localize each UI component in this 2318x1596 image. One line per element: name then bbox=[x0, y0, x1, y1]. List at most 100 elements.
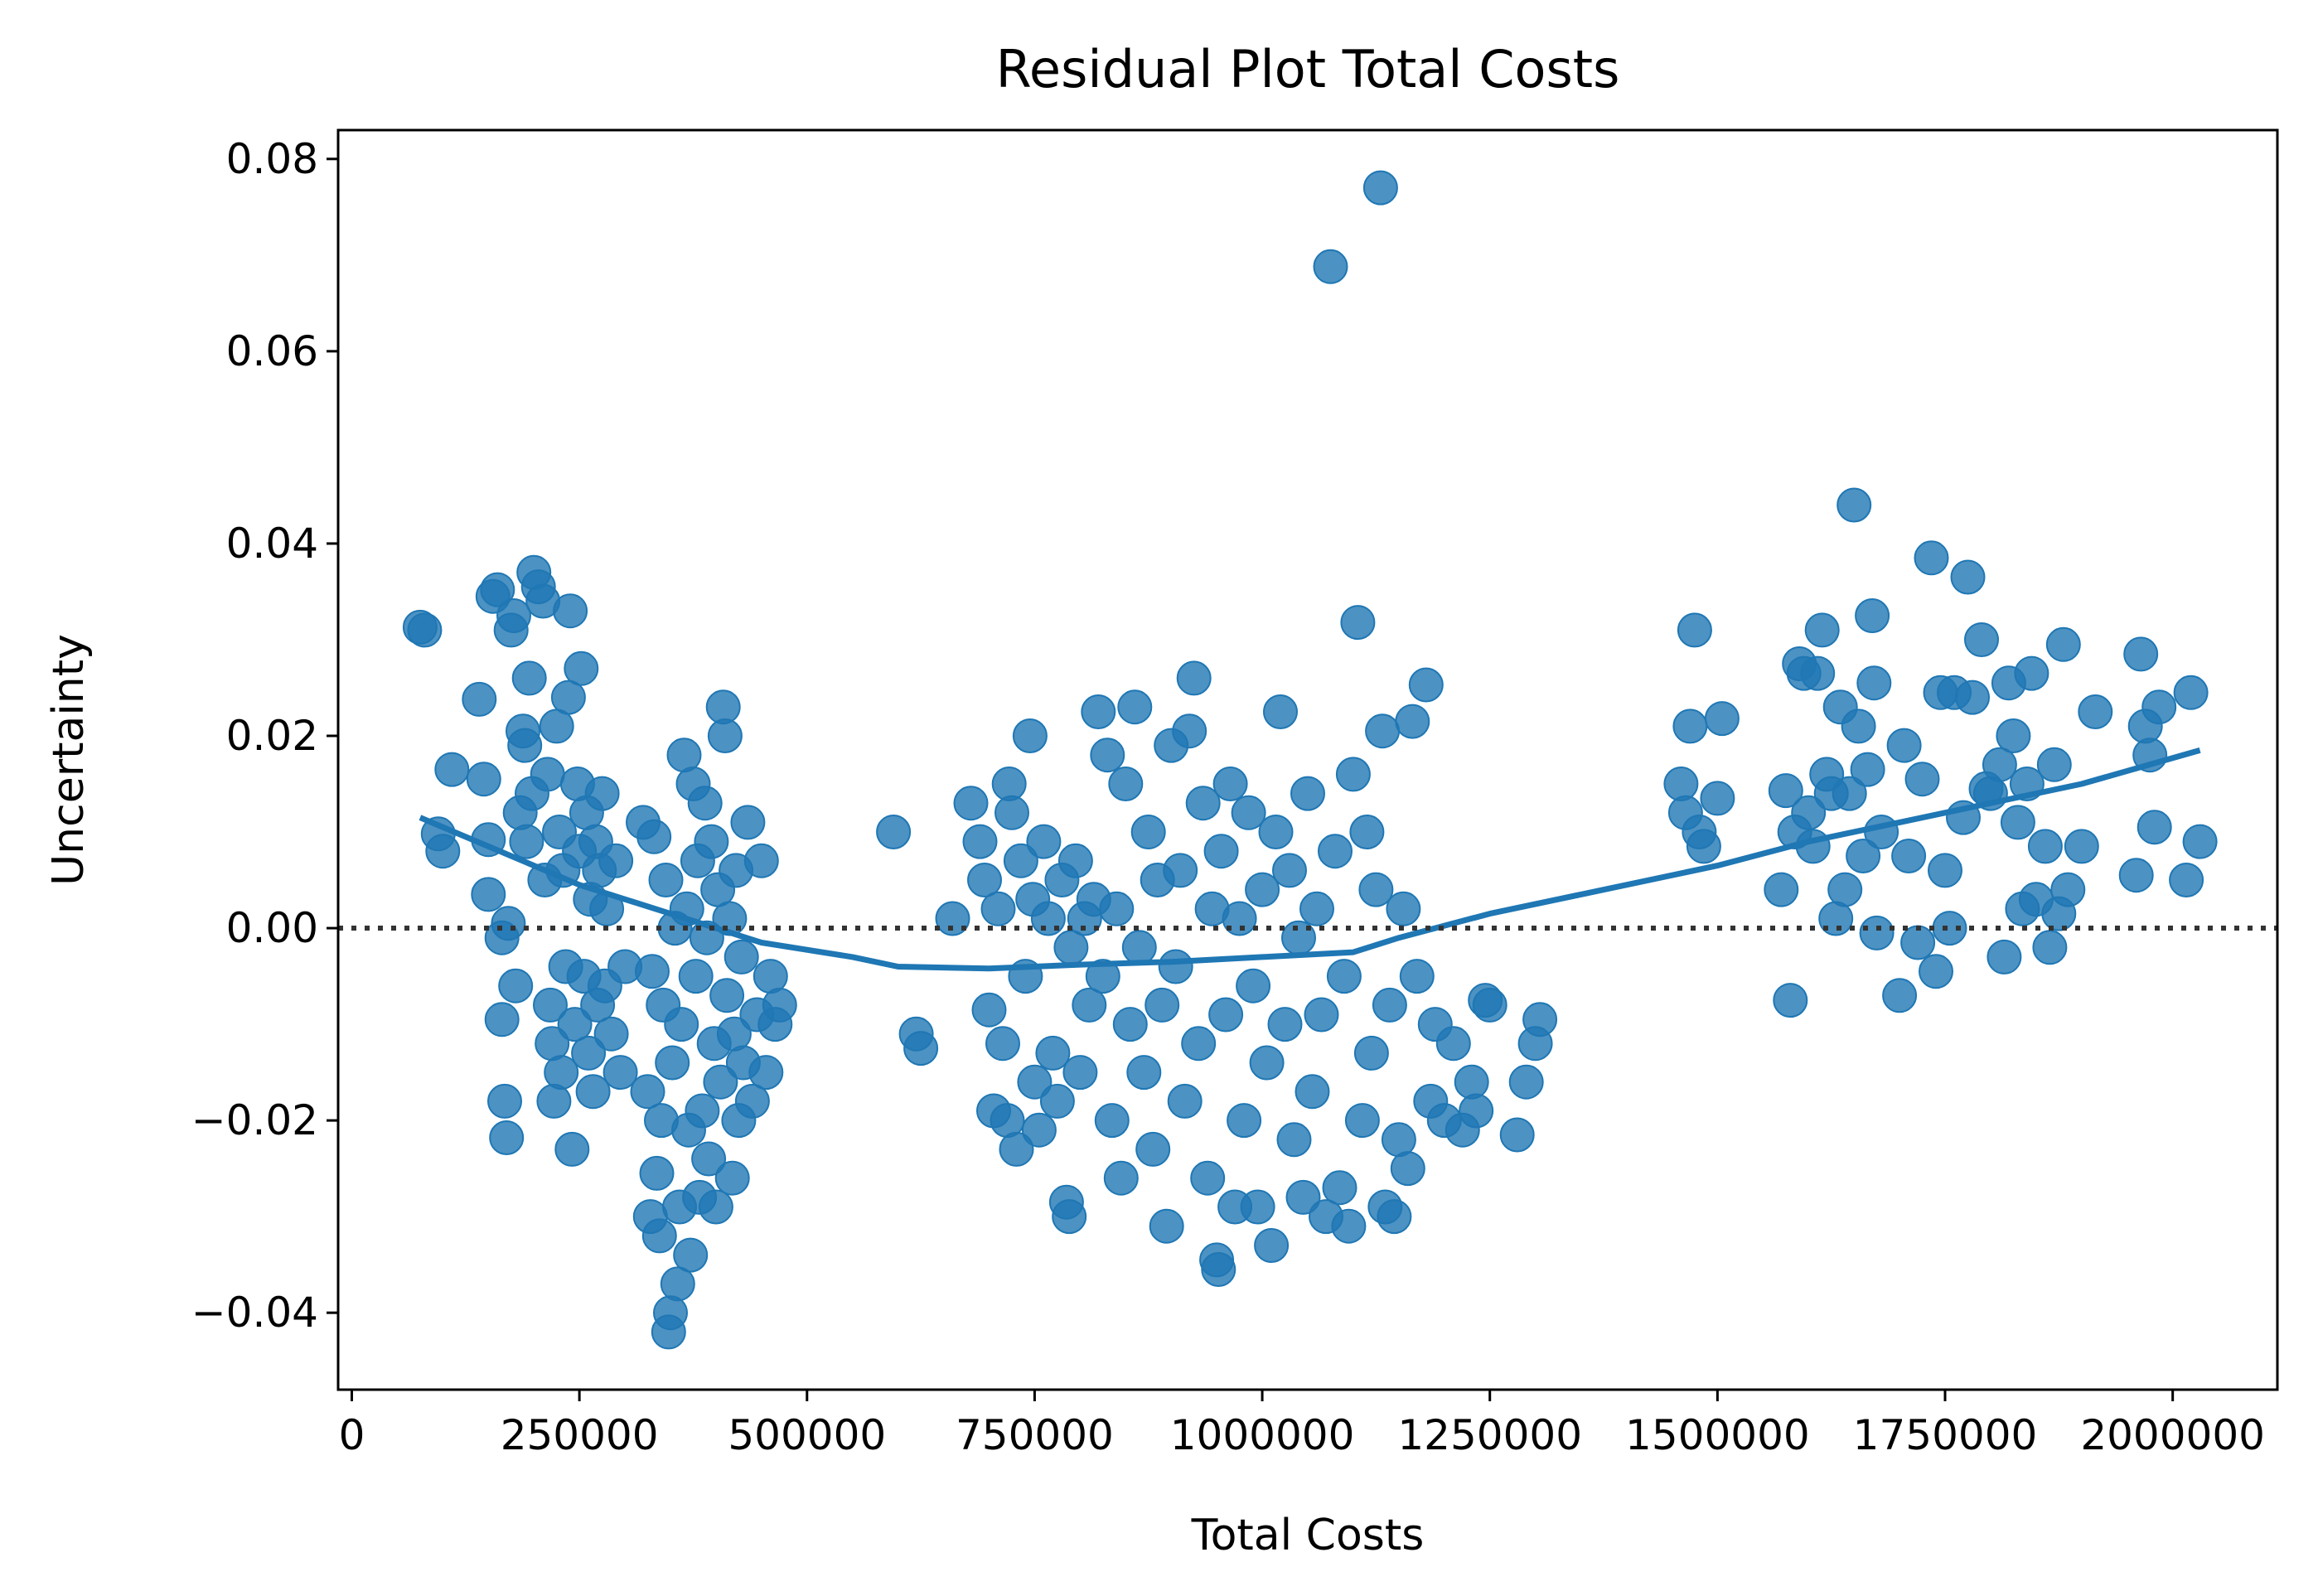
y-tick-label: −0.04 bbox=[191, 1289, 318, 1337]
scatter-point bbox=[1052, 1199, 1087, 1235]
scatter-point bbox=[544, 1055, 579, 1091]
scatter-point bbox=[762, 987, 797, 1023]
scatter-point bbox=[1201, 1252, 1236, 1287]
scatter-point bbox=[2050, 872, 2086, 907]
scatter-point bbox=[1508, 1064, 1544, 1100]
scatter-point bbox=[639, 1155, 675, 1191]
scatter-point bbox=[509, 824, 544, 859]
scatter-point bbox=[2027, 829, 2063, 864]
scatter-point bbox=[1827, 872, 1863, 907]
scatter-point bbox=[1290, 776, 1325, 811]
x-axis: 0 250000 500000 750000 1000000 1250000 1500000… bbox=[339, 1390, 2265, 1459]
scatter-point bbox=[876, 815, 912, 849]
scatter-point bbox=[1987, 939, 2022, 975]
scatter-point bbox=[1304, 997, 1339, 1033]
scatter-point bbox=[491, 906, 526, 941]
scatter-point bbox=[636, 819, 672, 854]
scatter-point bbox=[630, 1074, 665, 1110]
scatter-point bbox=[1240, 1189, 1275, 1225]
scatter-point bbox=[1832, 776, 1867, 811]
scatter-point bbox=[707, 718, 743, 753]
scatter-point bbox=[1099, 891, 1135, 926]
scatter-point bbox=[687, 786, 723, 821]
scatter-point bbox=[507, 728, 543, 763]
scatter-point bbox=[660, 1266, 695, 1302]
scatter-point bbox=[967, 863, 1002, 897]
scatter-point bbox=[1900, 925, 1936, 960]
scatter-point bbox=[1108, 767, 1144, 801]
x-tick-label: 1500000 bbox=[1625, 1411, 1810, 1459]
scatter-point bbox=[1919, 954, 1953, 989]
scatter-point bbox=[1158, 949, 1193, 984]
scatter-point bbox=[1773, 983, 1808, 1018]
scatter-point bbox=[648, 863, 684, 897]
scatter-point bbox=[1362, 170, 1398, 206]
scatter-point bbox=[2078, 694, 2113, 729]
scatter-point bbox=[575, 1074, 611, 1110]
scatter-point bbox=[1459, 1093, 1494, 1129]
scatter-point bbox=[1864, 815, 1899, 849]
scatter-point bbox=[1932, 911, 1967, 946]
scatter-point bbox=[1353, 1035, 1389, 1071]
scatter-point bbox=[550, 680, 586, 715]
scatter-point bbox=[2118, 858, 2154, 893]
scatter-point bbox=[1294, 1074, 1330, 1110]
scatter-point bbox=[1267, 1007, 1303, 1042]
scatter-point bbox=[1117, 689, 1153, 725]
scatter-point bbox=[480, 572, 515, 607]
scatter-point bbox=[1700, 781, 1735, 816]
scatter-point bbox=[1964, 622, 1999, 657]
scatter-point bbox=[1176, 660, 1212, 696]
scatter-point bbox=[2141, 689, 2177, 725]
scatter-point bbox=[1522, 1002, 1558, 1037]
scatter-point bbox=[743, 843, 779, 878]
scatter-point bbox=[1026, 824, 1062, 859]
scatter-point bbox=[1904, 762, 1940, 797]
scatter-point bbox=[1236, 968, 1271, 1004]
scatter-point bbox=[1285, 1179, 1321, 1215]
scatter-point bbox=[554, 1131, 590, 1167]
scatter-point bbox=[2137, 810, 2172, 845]
plot-area bbox=[338, 170, 2277, 1350]
scatter-point bbox=[1955, 680, 1990, 715]
scatter-point bbox=[1227, 1103, 1262, 1139]
scatter-point bbox=[709, 978, 745, 1013]
scatter-point bbox=[1335, 757, 1371, 792]
scatter-point bbox=[2000, 805, 2035, 840]
scatter-point bbox=[1381, 1122, 1416, 1158]
scatter-point bbox=[1677, 612, 1712, 648]
scatter-point bbox=[564, 650, 599, 686]
scatter-point bbox=[635, 954, 670, 989]
scatter-point bbox=[1057, 843, 1093, 878]
scatter-point bbox=[1012, 718, 1048, 753]
scatter-point bbox=[553, 593, 588, 629]
scatter-point bbox=[1499, 1117, 1535, 1153]
scatter-point bbox=[1891, 839, 1927, 873]
scatter-point bbox=[653, 1295, 688, 1331]
scatter-point bbox=[1408, 667, 1444, 703]
scatter-point bbox=[1249, 1045, 1285, 1081]
x-tick-label: 500000 bbox=[728, 1411, 886, 1459]
scatter-point bbox=[1017, 1064, 1053, 1100]
plot-frame bbox=[336, 128, 2279, 1391]
scatter-point bbox=[730, 805, 766, 840]
scatter-point bbox=[2032, 930, 2068, 965]
scatter-point bbox=[1254, 1228, 1290, 1263]
scatter-point bbox=[694, 824, 729, 859]
scatter-point bbox=[1914, 540, 1949, 576]
scatter-point bbox=[691, 1141, 727, 1177]
x-tick-label: 2000000 bbox=[2080, 1411, 2265, 1459]
scatter-point bbox=[1435, 1026, 1471, 1062]
scatter-point bbox=[1181, 1026, 1217, 1062]
scatter-point bbox=[1272, 853, 1307, 888]
scatter-point bbox=[1454, 1064, 1489, 1100]
scatter-point bbox=[1377, 1199, 1412, 1235]
scatter-point bbox=[1299, 891, 1334, 926]
scatter-point bbox=[1704, 701, 1740, 737]
y-tick-label: 0.08 bbox=[226, 135, 318, 183]
scatter-point bbox=[723, 939, 759, 975]
scatter-point bbox=[1886, 728, 1922, 763]
scatter-point bbox=[1804, 612, 1840, 648]
scatter-point bbox=[734, 1083, 770, 1119]
